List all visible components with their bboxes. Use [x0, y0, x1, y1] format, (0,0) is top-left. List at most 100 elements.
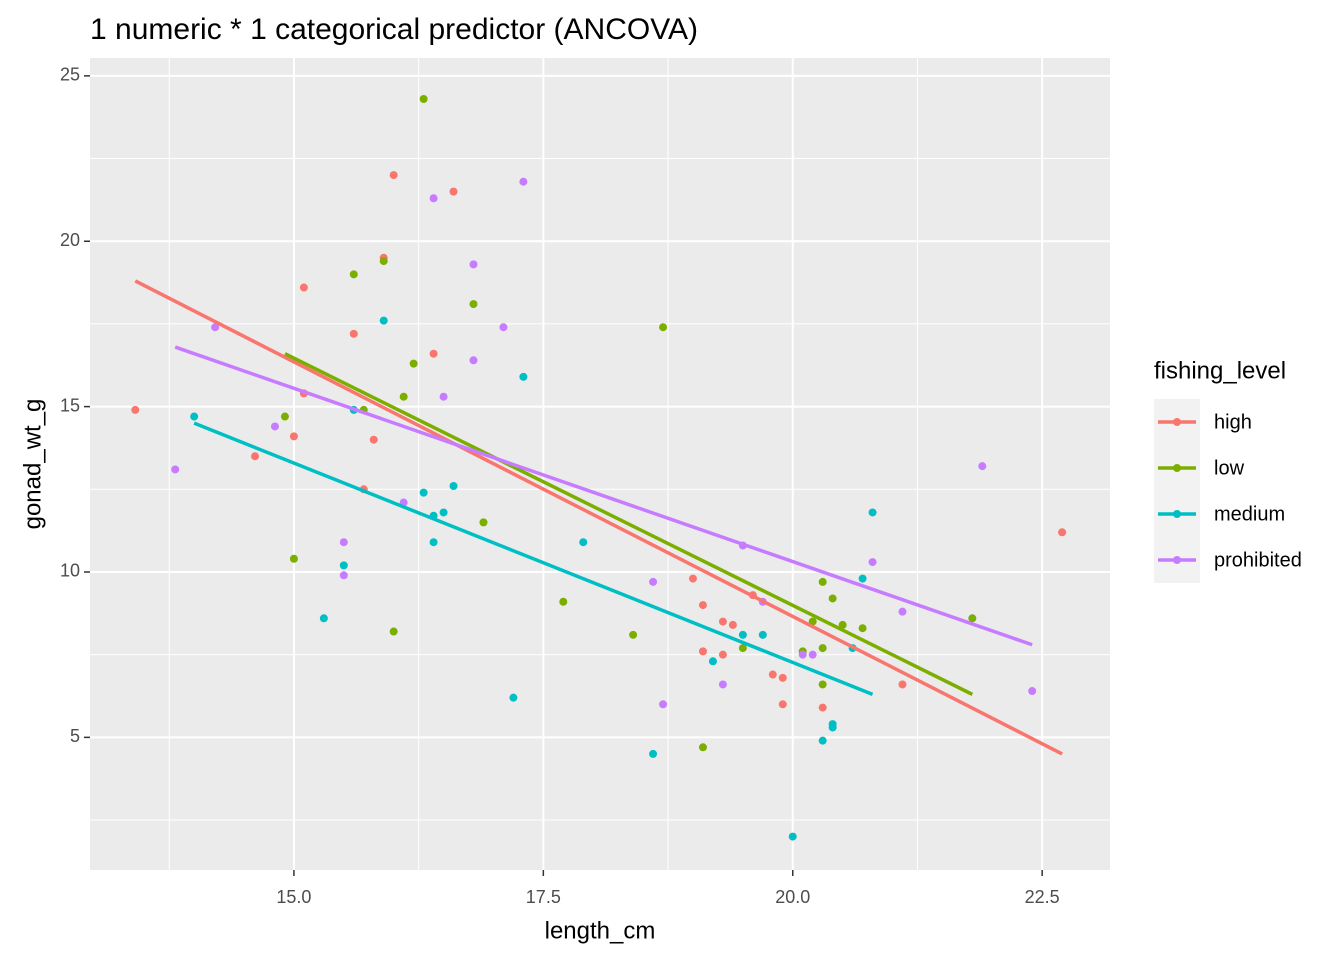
data-point — [280, 412, 289, 421]
y-tick-label: 5 — [70, 726, 80, 746]
data-point — [698, 647, 707, 656]
legend-title: fishing_level — [1154, 357, 1286, 384]
data-point — [818, 577, 827, 586]
data-point — [559, 597, 568, 606]
y-tick-label: 10 — [60, 561, 80, 581]
data-point — [211, 323, 220, 332]
legend-label: medium — [1214, 503, 1285, 525]
data-point — [339, 561, 348, 570]
data-point — [349, 270, 358, 279]
data-point — [708, 657, 717, 666]
data-point — [429, 349, 438, 358]
data-point — [738, 644, 747, 653]
data-point — [379, 257, 388, 266]
data-point — [289, 554, 298, 563]
data-point — [479, 518, 488, 527]
data-point — [439, 508, 448, 517]
y-tick-label: 20 — [60, 230, 80, 250]
data-point — [389, 627, 398, 636]
data-point — [419, 95, 428, 104]
data-point — [270, 422, 279, 431]
fit-line — [284, 352, 974, 696]
legend-label: high — [1214, 411, 1252, 433]
data-point — [818, 703, 827, 712]
data-point — [858, 624, 867, 633]
data-point — [449, 481, 458, 490]
legend-point — [1173, 464, 1181, 472]
data-point — [838, 620, 847, 629]
data-point — [131, 405, 140, 414]
data-point — [339, 571, 348, 580]
data-point — [629, 630, 638, 639]
data-point — [978, 462, 987, 471]
data-point — [718, 650, 727, 659]
data-point — [649, 577, 658, 586]
legend-point — [1173, 510, 1181, 518]
data-point — [818, 644, 827, 653]
data-point — [251, 452, 260, 461]
data-point — [898, 680, 907, 689]
data-point — [818, 680, 827, 689]
data-point — [798, 650, 807, 659]
data-point — [499, 323, 508, 332]
y-tick-label: 15 — [60, 395, 80, 415]
fit-line — [193, 421, 874, 696]
data-point — [339, 538, 348, 547]
data-point — [349, 329, 358, 338]
fit-line — [174, 345, 1033, 647]
x-tick-label: 17.5 — [526, 887, 561, 907]
data-point — [469, 260, 478, 269]
data-point — [1028, 687, 1037, 696]
fit-line — [134, 279, 1063, 756]
data-point — [768, 670, 777, 679]
legend-label: prohibited — [1214, 549, 1302, 571]
data-point — [1058, 528, 1067, 537]
data-point — [659, 323, 668, 332]
data-point — [868, 508, 877, 517]
x-tick-label: 15.0 — [276, 887, 311, 907]
data-point — [319, 614, 328, 623]
y-axis-title: gonad_wt_g — [19, 399, 46, 530]
data-point — [379, 316, 388, 325]
x-tick-label: 20.0 — [775, 887, 810, 907]
data-point — [519, 372, 528, 381]
data-point — [369, 435, 378, 444]
data-point — [828, 720, 837, 729]
data-point — [778, 673, 787, 682]
data-point — [968, 614, 977, 623]
data-point — [439, 392, 448, 401]
data-point — [688, 574, 697, 583]
data-point — [399, 392, 408, 401]
x-tick-label: 22.5 — [1025, 887, 1060, 907]
data-point — [469, 356, 478, 365]
data-point — [718, 617, 727, 626]
data-point — [429, 538, 438, 547]
data-point — [299, 283, 308, 292]
data-point — [718, 680, 727, 689]
data-point — [171, 465, 180, 474]
data-point — [469, 300, 478, 309]
legend-point — [1173, 418, 1181, 426]
data-point — [828, 594, 837, 603]
data-point — [419, 488, 428, 497]
data-point — [698, 743, 707, 752]
data-point — [758, 630, 767, 639]
data-point — [808, 650, 817, 659]
data-point — [649, 749, 658, 758]
data-point — [858, 574, 867, 583]
legend-point — [1173, 556, 1181, 564]
data-point — [579, 538, 588, 547]
data-point — [429, 194, 438, 203]
data-point — [449, 187, 458, 196]
data-point — [738, 630, 747, 639]
y-tick-label: 25 — [60, 65, 80, 85]
panel-background — [90, 58, 1110, 870]
data-point — [659, 700, 668, 709]
data-point — [728, 620, 737, 629]
data-point — [818, 736, 827, 745]
data-point — [808, 617, 817, 626]
legend-label: low — [1214, 457, 1245, 479]
data-point — [898, 607, 907, 616]
